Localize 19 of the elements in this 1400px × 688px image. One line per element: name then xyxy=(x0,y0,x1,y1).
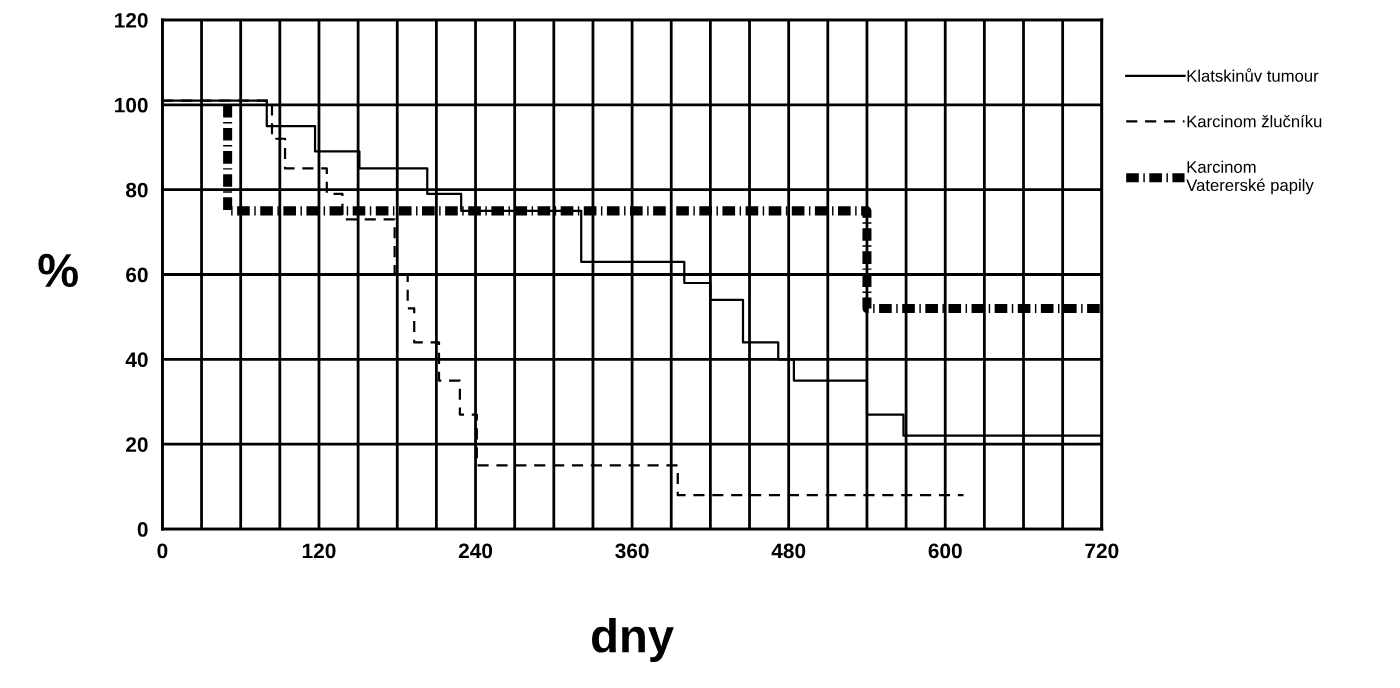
x-axis-title: dny xyxy=(592,617,674,662)
y-tick-label: 40 xyxy=(125,352,148,368)
x-tick-label: 0 xyxy=(157,543,168,559)
y-tick-label: 60 xyxy=(126,267,148,283)
x-tick-label: 600 xyxy=(928,543,962,559)
legend-label: Karcinom Vatererské papily xyxy=(1186,160,1314,195)
x-tick-label: 120 xyxy=(302,543,336,559)
y-tick-label: 80 xyxy=(126,182,148,198)
y-tick-label: 120 xyxy=(115,12,148,28)
y-tick-label: 0 xyxy=(137,522,148,537)
x-tick-label: 360 xyxy=(615,543,649,559)
y-axis-title: % xyxy=(38,253,78,288)
x-tick-label: 720 xyxy=(1085,543,1119,559)
y-tick-label: 20 xyxy=(126,437,148,452)
legend-label: Karcinom žlučníku xyxy=(1187,114,1322,128)
x-tick-label: 240 xyxy=(458,543,493,559)
x-tick-label: 480 xyxy=(771,543,806,559)
y-tick-label: 100 xyxy=(115,97,148,113)
legend-label: Klatskinův tumour xyxy=(1187,68,1319,82)
